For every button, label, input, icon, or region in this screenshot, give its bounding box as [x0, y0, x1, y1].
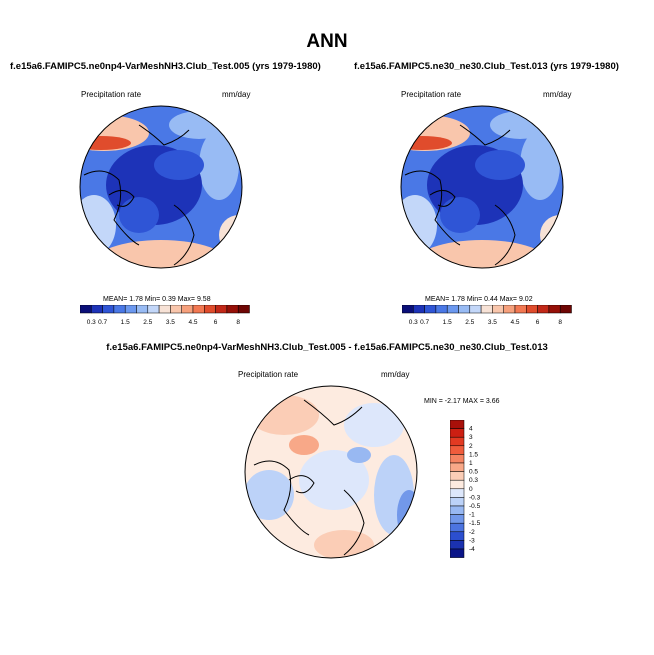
panel3-colorbar-box-13: [450, 531, 465, 541]
panel3-colorbar-label-3: 1.5: [469, 451, 478, 458]
panel2-colorbar-box-10: [514, 305, 527, 314]
panel2-colorbar-label-0: 0.3: [409, 319, 418, 326]
panel1-colorbar-label-5: 2.5: [143, 319, 152, 326]
panel3-colorbar-box-7: [450, 479, 465, 490]
panel1-colorbar-label-1: 0.7: [98, 319, 107, 326]
page-title: ANN: [306, 31, 348, 52]
panel2-colorbar-label-1: 0.7: [420, 319, 429, 326]
panel2-colorbar-label-3: 1.5: [443, 319, 452, 326]
panel3-title: f.e15a6.FAMIPC5.ne0np4-VarMeshNH3.Club_T…: [106, 342, 548, 353]
panel3-colorbar-label-11: -1.5: [469, 520, 481, 527]
panel3-colorbar-label-14: -4: [469, 546, 475, 553]
panel2-colorbar-box-14: [559, 305, 572, 314]
panel3-colorbar-box-11: [450, 514, 465, 524]
panel2-colorbar-label-9: 4.5: [510, 319, 519, 326]
panel1-colorbar-label-0: 0.3: [87, 319, 96, 326]
panel1-colorbar-label-7: 3.5: [166, 319, 175, 326]
panel3-stats: MIN = -2.17 MAX = 3.66: [424, 398, 500, 405]
panel2-colorbar-box-7: [480, 305, 493, 314]
panel1-colorbar: 0.3 0.7 1.5 2.5 3.5 4.5 6 8: [80, 305, 250, 326]
panel2-colorbar-box-5: [458, 305, 471, 314]
panel2-polar-map: [400, 105, 564, 269]
panel3-colorbar-box-2: [450, 436, 465, 447]
panel1-colorbar-box-3: [113, 305, 126, 314]
panel1-stats: MEAN= 1.78 Min= 0.39 Max= 9.58: [103, 296, 211, 303]
panel1-colorbar-label-3: 1.5: [121, 319, 130, 326]
panel2-colorbar-box-8: [492, 305, 504, 314]
panel2-colorbar-box-0: [402, 305, 414, 314]
panel2-colorbar-box-1: [413, 305, 425, 314]
panel3-colorbar-label-2: 2: [469, 443, 473, 450]
panel1-title: f.e15a6.FAMIPC5.ne0np4-VarMeshNH3.Club_T…: [10, 61, 321, 72]
panel1-colorbar-label-11: 6: [214, 319, 218, 326]
panel2-colorbar-box-11: [526, 305, 538, 314]
panel1-colorbar-box-10: [192, 305, 205, 314]
panel3-colorbar-box-4: [450, 454, 465, 464]
panel3-colorbar-label-9: -0.5: [469, 503, 481, 510]
panel1-polar-map: [79, 105, 243, 269]
panel2-colorbar-label-5: 2.5: [465, 319, 474, 326]
panel3-units: mm/day: [381, 370, 410, 379]
panel2-colorbar-box-13: [548, 305, 561, 314]
panel3-colorbar-label-4: 1: [469, 460, 473, 467]
panel1-colorbar-box-0: [80, 305, 92, 314]
panel2-title: f.e15a6.FAMIPC5.ne30_ne30.Club_Test.013 …: [354, 61, 619, 72]
panel1-colorbar-box-7: [158, 305, 171, 314]
panel2-stats: MEAN= 1.78 Min= 0.44 Max= 9.02: [425, 296, 533, 303]
panel3-colorbar-label-7: 0: [469, 486, 473, 493]
panel2-colorbar-label-7: 3.5: [488, 319, 497, 326]
panel1-colorbar-box-6: [147, 305, 160, 314]
panel3-colorbar-box-3: [450, 445, 465, 455]
panel2-colorbar-box-6: [469, 305, 482, 314]
panel3-colorbar-label-10: -1: [469, 512, 475, 519]
panel2-colorbar-label-13: 8: [558, 319, 562, 326]
panel3-left-label: Precipitation rate: [238, 370, 299, 379]
panel1-colorbar-box-11: [204, 305, 216, 314]
panel1-colorbar-box-4: [124, 305, 137, 314]
panel1-colorbar-label-9: 4.5: [188, 319, 197, 326]
panel1-colorbar-label-13: 8: [236, 319, 240, 326]
panel1-colorbar-box-14: [237, 305, 250, 314]
panel3-colorbar-box-0: [450, 420, 465, 429]
panel1-colorbar-box-1: [91, 305, 103, 314]
panel2-colorbar-box-12: [537, 305, 550, 314]
panel2-colorbar-box-9: [503, 305, 516, 314]
panel3-colorbar-label-1: 3: [469, 434, 473, 441]
panel3-polar-map: [244, 385, 418, 559]
panel1-units: mm/day: [222, 90, 251, 99]
panel1-left-label: Precipitation rate: [81, 90, 142, 99]
panel1-colorbar-box-9: [181, 305, 194, 314]
panel3-colorbar-label-12: -2: [469, 529, 475, 536]
panel1-colorbar-box-5: [136, 305, 149, 314]
panel1-colorbar-box-13: [226, 305, 239, 314]
panel2-colorbar-box-2: [424, 305, 437, 314]
panel2-colorbar: 0.3 0.7 1.5 2.5 3.5 4.5 6 8: [402, 305, 572, 326]
panel3-colorbar-label-5: 0.5: [469, 469, 478, 476]
panel3-colorbar-box-12: [450, 522, 465, 533]
panel1-colorbar-box-2: [102, 305, 115, 314]
panel3-colorbar-box-5: [450, 462, 465, 472]
panel2-colorbar-box-3: [435, 305, 448, 314]
panel1-colorbar-box-12: [215, 305, 228, 314]
panel3-colorbar-label-8: -0.3: [469, 494, 481, 501]
panel3-colorbar-box-15: [450, 548, 465, 558]
panel3-colorbar-box-9: [450, 497, 465, 507]
panel1-colorbar-box-8: [170, 305, 182, 314]
panel3-colorbar-box-8: [450, 488, 465, 498]
panel3-colorbar-label-13: -3: [469, 537, 475, 544]
panel2-colorbar-box-4: [446, 305, 459, 314]
panel3-colorbar-label-0: 4: [469, 426, 473, 433]
panel3-colorbar: 43 21.5 1 0.50.3 0-0.3 -0.5 -1-1.5 -2-3 -4: [450, 420, 481, 558]
panel2-colorbar-label-11: 6: [536, 319, 540, 326]
panel3-colorbar-box-6: [450, 471, 465, 481]
panel3-colorbar-box-10: [450, 505, 465, 515]
panel2-left-label: Precipitation rate: [401, 90, 462, 99]
panel3-colorbar-box-1: [450, 428, 465, 438]
panel2-units: mm/day: [543, 90, 572, 99]
panel3-colorbar-label-6: 0.3: [469, 477, 478, 484]
panel3-colorbar-box-14: [450, 540, 465, 550]
